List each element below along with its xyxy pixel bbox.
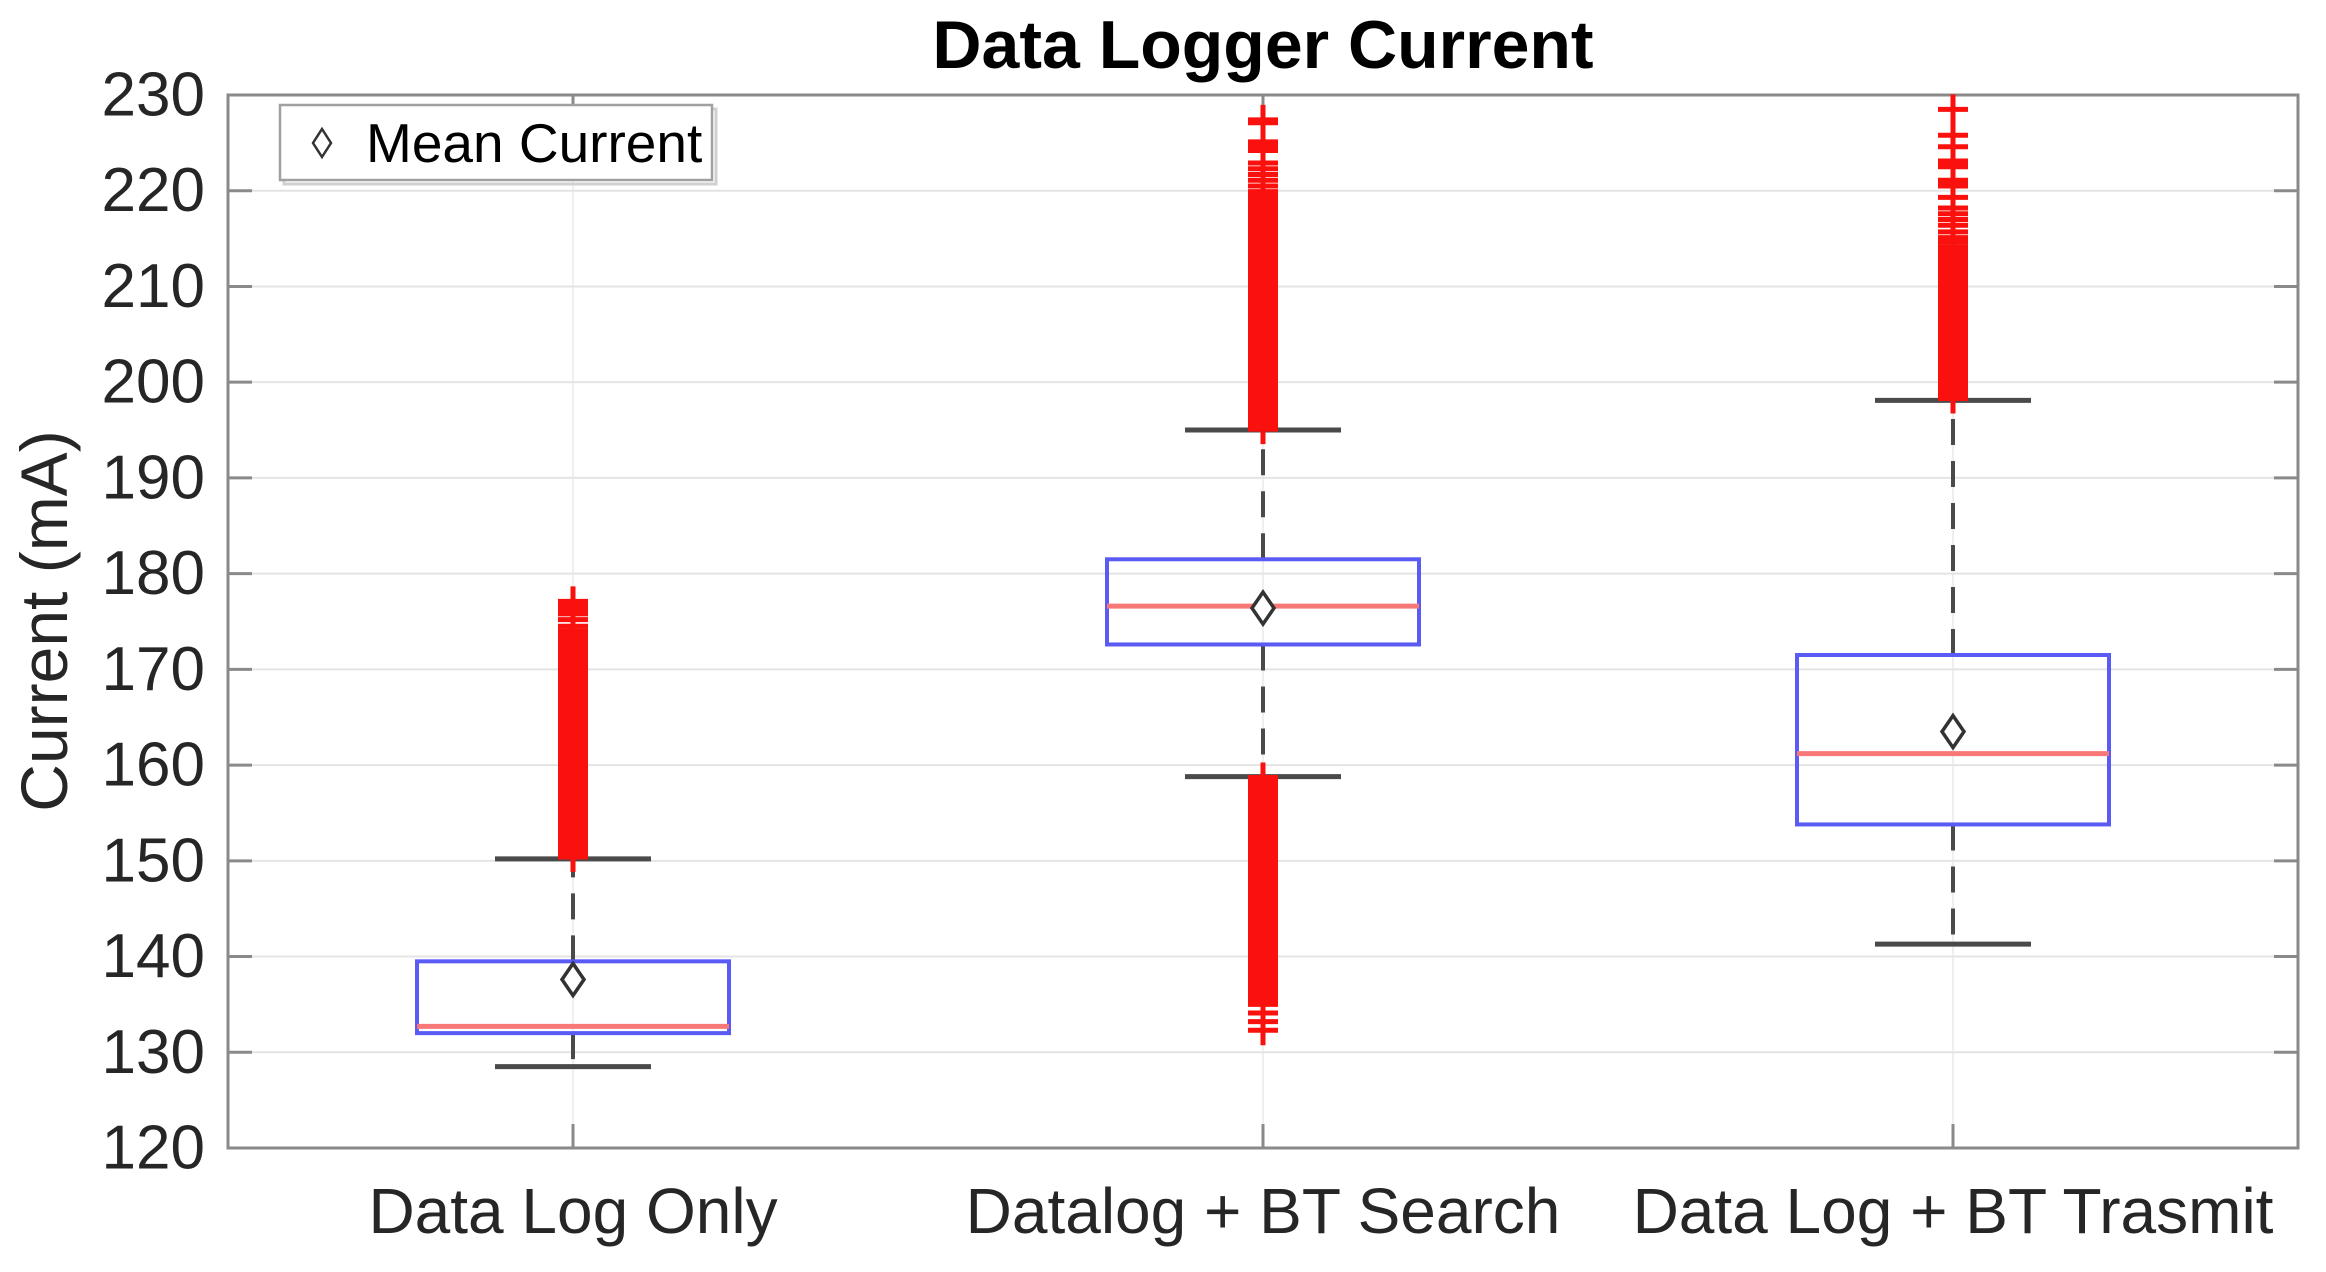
legend-box	[278, 103, 714, 182]
iqr-box	[1795, 653, 2111, 827]
outlier-marker	[1248, 762, 1278, 793]
y-tick-label: 170	[102, 635, 205, 704]
outlier-marker	[1248, 998, 1278, 1029]
mean-marker	[559, 960, 587, 999]
y-tick-label: 160	[102, 731, 205, 800]
outlier-marker	[1248, 104, 1278, 135]
y-tick-label: 180	[102, 539, 205, 608]
y-tick-label: 190	[102, 443, 205, 512]
y-tick-label: 130	[102, 1018, 205, 1087]
y-axis-label: Current (mA)	[7, 430, 81, 812]
y-tick-label: 230	[102, 61, 205, 130]
y-tick-label: 140	[102, 922, 205, 991]
outlier-marker	[1938, 120, 1968, 151]
iqr-box	[1105, 557, 1421, 647]
y-tick-label: 220	[102, 156, 205, 225]
outlier-marker	[1938, 94, 1968, 125]
outlier-marker	[558, 586, 588, 617]
legend-label: Mean Current	[366, 112, 702, 174]
legend-mean-marker	[311, 126, 333, 160]
chart-title: Data Logger Current	[932, 7, 1594, 83]
mean-marker	[1939, 712, 1967, 751]
y-tick-label: 120	[102, 1114, 205, 1183]
x-tick-label: Data Log Only	[368, 1175, 777, 1247]
x-tick-label: Datalog + BT Search	[966, 1175, 1561, 1247]
y-tick-label: 200	[102, 348, 205, 417]
x-tick-label: Data Log + BT Trasmit	[1633, 1175, 2274, 1247]
y-tick-label: 150	[102, 826, 205, 895]
y-tick-label: 210	[102, 252, 205, 321]
mean-marker	[1249, 589, 1277, 628]
